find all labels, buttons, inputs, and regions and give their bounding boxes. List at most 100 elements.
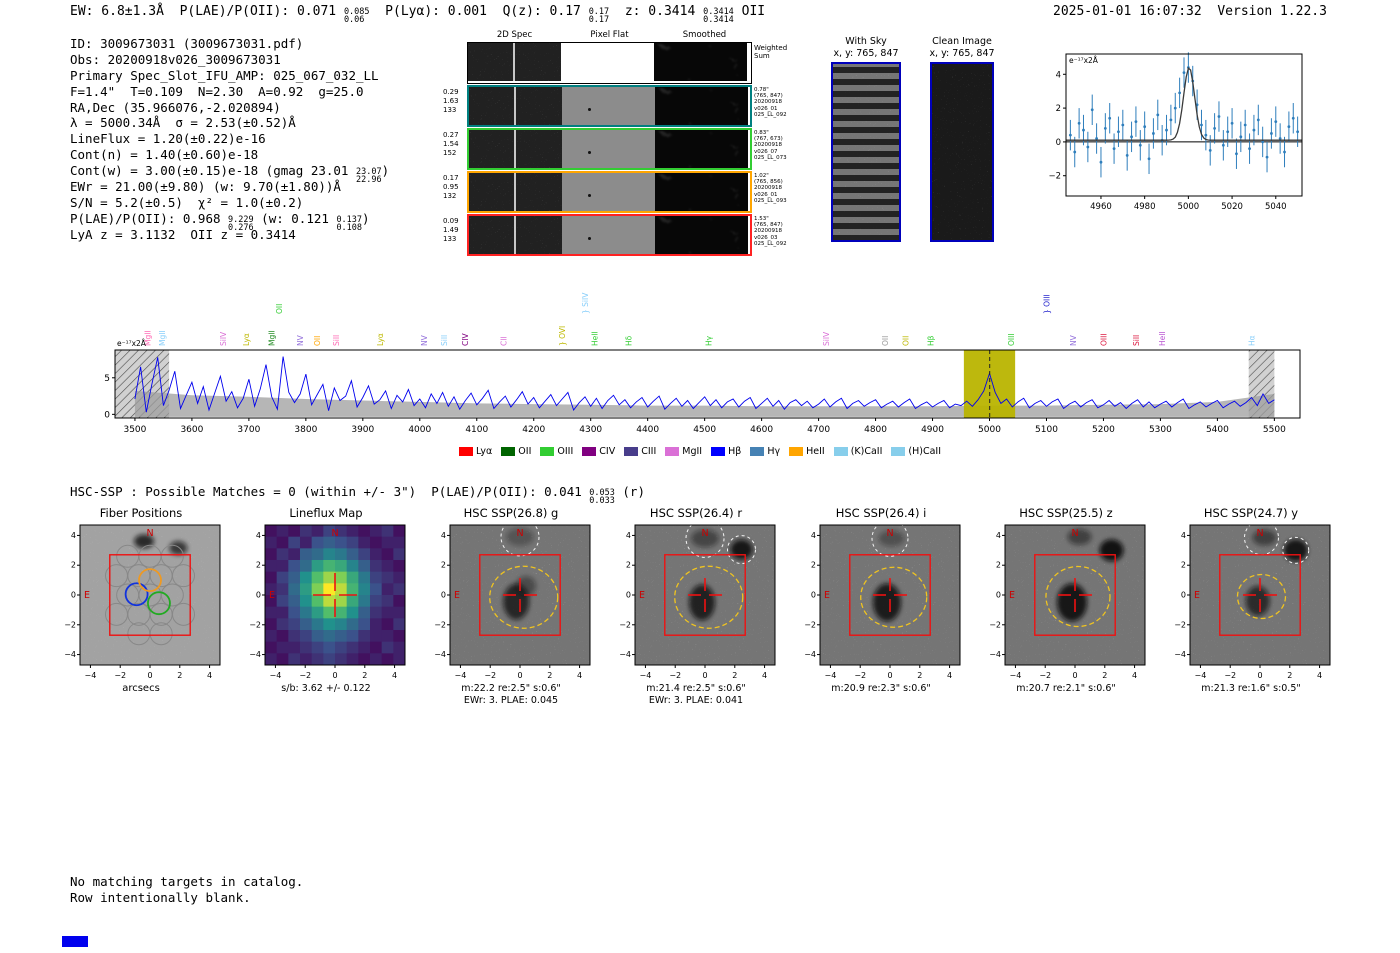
- cutout-title: HSC SSP(24.7) y: [1203, 506, 1299, 520]
- svg-text:−4: −4: [989, 650, 1001, 659]
- pixel-flat-image: [562, 130, 655, 168]
- legend-color-box: [891, 447, 906, 456]
- cutout-hsc-ssp-26-8-g: HSC SSP(26.8) g N E −4 −4 −2 −2 0 0 2 2 4 4 m:22.2 re…: [426, 506, 596, 707]
- legend-color-box: [789, 447, 804, 456]
- svg-text:4000: 4000: [408, 425, 431, 435]
- cutout-caption-0: s/b: 3.62 +/- 0.122: [281, 683, 371, 694]
- pixel-flat-image: [562, 87, 655, 125]
- pixel-flat-dot: [588, 107, 591, 111]
- with-sky-coords: x, y: 765, 847: [833, 47, 899, 59]
- cutout-caption-0: m:21.4 re:2.5" s:0.6": [646, 683, 746, 694]
- legend-label: Hγ: [767, 446, 781, 457]
- cutout-caption-0: m:22.2 re:2.5" s:0.6": [461, 683, 561, 694]
- svg-text:−2: −2: [1174, 620, 1186, 629]
- svg-text:−2: −2: [249, 620, 261, 629]
- line-label-Hα-29: Hα: [1247, 335, 1256, 346]
- spec2d-row-left-values: 0.27 1.54 152: [443, 131, 459, 157]
- svg-text:2: 2: [256, 561, 261, 570]
- line-label-OIII-26: OIII: [1099, 333, 1108, 346]
- with-sky-title: With Sky: [845, 36, 887, 47]
- svg-text:4500: 4500: [693, 425, 716, 435]
- svg-text:4: 4: [256, 531, 261, 540]
- clean-image-coords: x, y: 765, 847: [929, 47, 995, 59]
- legend-item-(H)CaII: (H)CaII: [891, 446, 941, 457]
- line-legend: Lyα OII OIII CIV CIII MgII Hβ Hγ HeII (K)CaII (H)C…: [285, 446, 1115, 457]
- line-fit-svg: 4960 4980 5000 5020 5040 −2 0 2 4 e⁻¹⁷x2Å: [1048, 52, 1303, 212]
- compass-north-label: N: [1256, 528, 1263, 539]
- cutout-title: HSC SSP(25.5) z: [1019, 506, 1113, 520]
- cutout-image: N E −4 −4 −2 −2 0 0 2 2 4 4: [619, 524, 776, 680]
- legend-color-box: [540, 447, 555, 456]
- svg-text:3500: 3500: [123, 425, 146, 435]
- svg-text:4980: 4980: [1134, 202, 1156, 212]
- info-line-2: Primary Spec_Slot_IFU_AMP: 025_067_032_L…: [70, 68, 389, 84]
- legend-label: (K)CaII: [850, 446, 883, 457]
- info-text: LyA z = 3.1132 OII z = 0.3414: [70, 226, 296, 242]
- timestamp-version: 2025-01-01 16:07:32 Version 1.22.3: [1053, 4, 1327, 19]
- line-label-CIV-12: CIV: [461, 333, 470, 346]
- info-text: λ = 5000.34Å σ = 2.53(±0.52)Å: [70, 115, 296, 131]
- cutout-image: N E −4 −4 −2 −2 0 0 2 2 4 4: [64, 524, 221, 680]
- inset-units-annotation: e⁻¹⁷x2Å: [1069, 56, 1099, 65]
- line-label-OII-5: OII: [275, 304, 284, 314]
- compass-north-label: N: [886, 528, 893, 539]
- svg-text:−4: −4: [1174, 650, 1186, 659]
- legend-color-box: [711, 447, 726, 456]
- line-label-CII-13: CII: [499, 336, 508, 346]
- svg-text:4: 4: [1132, 671, 1137, 680]
- svg-text:4: 4: [947, 671, 952, 680]
- spec2d-row-left-values: 0.17 0.95 132: [443, 174, 459, 200]
- svg-text:−2: −2: [669, 671, 681, 680]
- legend-label: Hβ: [728, 446, 742, 457]
- cutout-image: N E −4 −4 −2 −2 0 0 2 2 4 4: [1174, 524, 1331, 680]
- svg-text:2: 2: [177, 671, 182, 680]
- svg-text:2: 2: [362, 671, 367, 680]
- cutout-image: N E −4 −4 −2 −2 0 0 2 2 4 4: [249, 524, 406, 680]
- summary-text: EW: 6.8±1.3Å P(LAE)/P(OII): 0.071: [70, 4, 344, 19]
- info-text: F=1.4" T=0.109 N=2.30 A=0.92 g=25.0: [70, 83, 364, 99]
- spec2d-col-header-1: Pixel Flat: [590, 30, 629, 40]
- spec2d-row-left-values: 0.09 1.49 133: [443, 217, 459, 243]
- summary-text: OII: [733, 4, 766, 19]
- svg-text:4: 4: [577, 671, 582, 680]
- cutout-title: HSC SSP(26.4) i: [835, 506, 927, 520]
- cutout-lineflux-map: Lineflux Map N E −4 −4 −2 −2 0 0 2 2 4 4 s/b: 3.62 +/…: [241, 506, 411, 707]
- svg-text:4: 4: [1317, 671, 1322, 680]
- svg-text:4900: 4900: [921, 425, 944, 435]
- pixel-flat-image: [562, 216, 655, 254]
- line-label-OII-21: OII: [902, 336, 911, 346]
- compass-north-label: N: [146, 528, 153, 539]
- legend-label: (H)CaII: [908, 446, 942, 457]
- cutout-image: N E −4 −4 −2 −2 0 0 2 2 4 4: [989, 524, 1146, 680]
- line-label-SiII-27: SiII: [1132, 335, 1141, 346]
- svg-text:−4: −4: [804, 650, 816, 659]
- svg-text:4: 4: [762, 671, 767, 680]
- legend-item-CIV: CIV: [582, 446, 615, 457]
- summary-ci-stack: 0.085 0.06: [343, 7, 370, 25]
- summary-ci-stack: 0.17 0.17: [588, 7, 610, 25]
- svg-text:−2: −2: [299, 671, 311, 680]
- svg-text:−2: −2: [989, 620, 1001, 629]
- clean-image-title: Clean Image: [932, 36, 992, 47]
- spec2d-row-1: 0.27 1.54 152 0.83" (767, 673) 20200918 v026_0…: [443, 128, 823, 170]
- svg-text:−4: −4: [825, 671, 837, 680]
- line-label-SiIV-2: SiIV: [219, 331, 228, 346]
- svg-text:2: 2: [71, 561, 76, 570]
- svg-text:5200: 5200: [1092, 425, 1115, 435]
- footer-notes: No matching targets in catalog. Row inte…: [70, 874, 303, 906]
- footer-line-1: No matching targets in catalog.: [70, 874, 304, 889]
- svg-text:−4: −4: [619, 650, 631, 659]
- svg-text:0: 0: [147, 671, 152, 680]
- blue-marker: [62, 936, 88, 947]
- legend-item-(K)CaII: (K)CaII: [833, 446, 883, 457]
- legend-color-box: [624, 447, 639, 456]
- detection-info-block: ID: 3009673031 (3009673031.pdf) Obs: 2020…: [70, 36, 389, 243]
- legend-color-box: [501, 447, 516, 456]
- svg-text:0: 0: [332, 671, 337, 680]
- info-line-0: ID: 3009673031 (3009673031.pdf): [70, 36, 389, 52]
- compass-east-label: E: [639, 590, 645, 601]
- svg-text:−2: −2: [1039, 671, 1051, 680]
- cutout-title: HSC SSP(26.4) r: [649, 506, 743, 520]
- weighted-sum-label: Weighted Sum: [754, 44, 788, 60]
- svg-text:−4: −4: [249, 650, 261, 659]
